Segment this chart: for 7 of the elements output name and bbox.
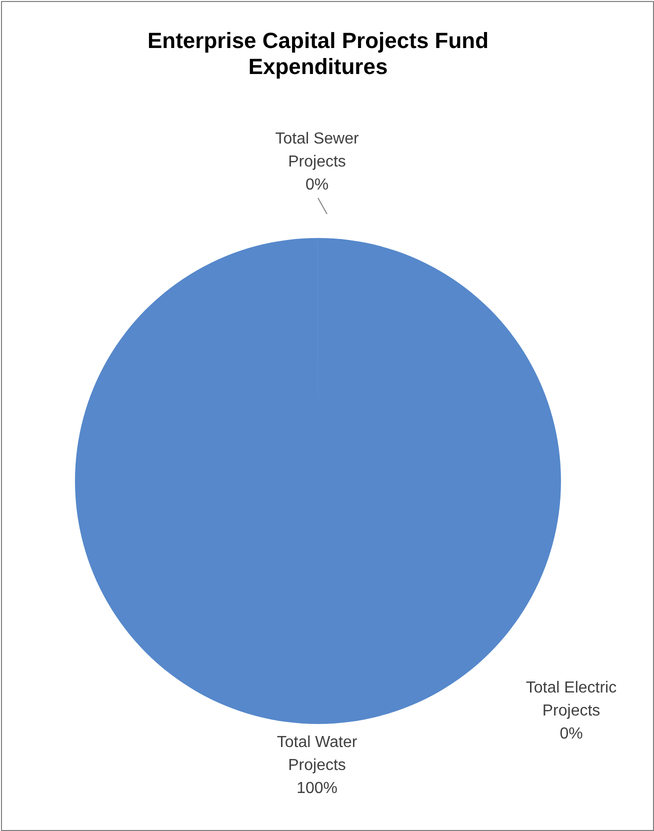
chart-title: Enterprise Capital Projects Fund Expenditures — [147, 28, 489, 79]
category-label: Total Electric Projects — [526, 679, 617, 720]
category-label: Total Sewer Projects — [275, 130, 359, 171]
text: 0% — [305, 176, 329, 194]
data-label: 100% — [296, 780, 338, 798]
text: 0% — [560, 725, 583, 742]
slice-label: Total Water Projects — [276, 734, 358, 774]
